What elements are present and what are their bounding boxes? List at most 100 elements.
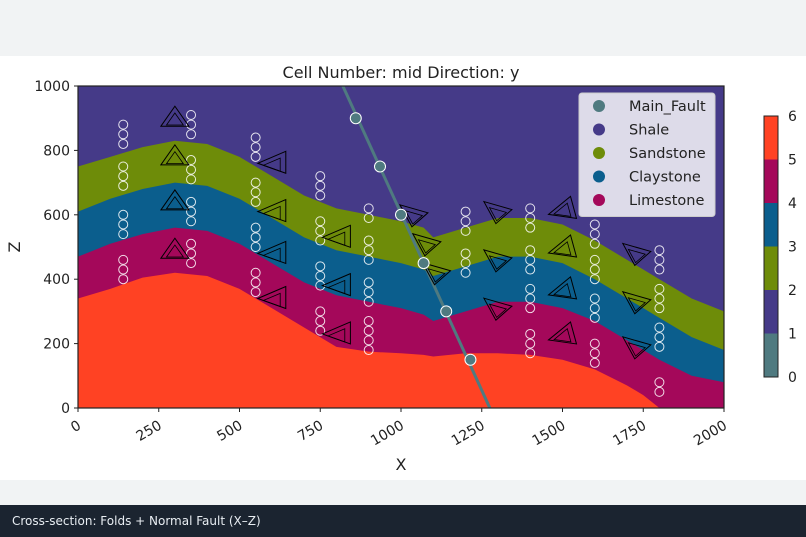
orientation-marker xyxy=(488,255,508,270)
colorbar-segment xyxy=(764,203,778,247)
surface-point xyxy=(250,142,261,153)
surface-point xyxy=(250,151,261,162)
surface-point xyxy=(589,274,600,285)
caption-text: Cross-section: Folds + Normal Fault (X–Z… xyxy=(12,514,261,528)
surface-point xyxy=(118,229,129,240)
orientation-marker xyxy=(621,242,652,267)
x-tick-label: 1250 xyxy=(449,418,488,450)
orientation-marker xyxy=(621,336,652,360)
orientation-marker xyxy=(547,234,578,258)
legend-label: Claystone xyxy=(629,170,701,186)
x-axis-label: X xyxy=(396,455,407,474)
surface-point xyxy=(250,242,261,252)
orientation-marker xyxy=(262,292,281,308)
surface-point xyxy=(525,328,536,339)
surface-point xyxy=(654,303,665,314)
orientation-marker xyxy=(553,282,572,298)
orientation-marker xyxy=(165,150,185,165)
surface-point xyxy=(118,171,129,182)
orientation-marker xyxy=(627,297,647,312)
surface-point xyxy=(186,238,197,249)
orientation-marker xyxy=(482,297,513,321)
surface-point xyxy=(654,386,665,397)
surface-point xyxy=(186,216,197,227)
surface-point xyxy=(186,164,197,175)
plot-area xyxy=(77,85,725,409)
orientation-marker xyxy=(326,328,346,343)
surface-point xyxy=(250,187,261,198)
surface-point xyxy=(589,348,600,359)
colorbar-tick-label: 6 xyxy=(788,109,797,125)
surface-point xyxy=(186,174,197,185)
orientation-marker xyxy=(482,200,513,225)
x-tick-label: 1500 xyxy=(530,418,569,450)
surface-point xyxy=(315,235,326,246)
legend-marker xyxy=(593,147,605,159)
surface-point xyxy=(250,222,261,233)
x-tick-label: 1000 xyxy=(368,418,407,450)
fault-line xyxy=(341,86,492,408)
surface-point xyxy=(315,180,326,191)
x-tick-label: 1750 xyxy=(610,418,649,450)
chart-title: Cell Number: mid Direction: y xyxy=(283,63,520,82)
colorbar-segment xyxy=(764,159,778,203)
orientation-marker xyxy=(488,303,508,319)
surface-point xyxy=(250,132,261,143)
cross-section-chart: Cell Number: mid Direction: y 0 250 500 750… xyxy=(5,63,797,474)
legend-marker xyxy=(593,194,605,206)
bottom-band xyxy=(0,480,806,505)
surface-point xyxy=(250,287,261,298)
surface-point xyxy=(363,316,374,327)
surface-point xyxy=(525,303,536,314)
fault-point xyxy=(349,112,362,125)
colorbar-tick-label: 1 xyxy=(788,327,797,343)
surface-point xyxy=(118,264,129,275)
surface-point xyxy=(363,325,374,336)
colorbar-tick-label: 4 xyxy=(788,196,797,212)
orientation-marker xyxy=(165,112,185,126)
surface-point xyxy=(315,306,326,317)
orientation-marker xyxy=(421,261,452,286)
x-tick-label: 250 xyxy=(134,418,165,445)
surface-point xyxy=(186,258,197,269)
surface-point xyxy=(525,222,536,233)
surface-point xyxy=(654,264,665,275)
surface-point xyxy=(589,264,600,275)
plot-content xyxy=(78,86,724,408)
x-tick-label: 0 xyxy=(68,418,84,436)
caption-bar: Cross-section: Folds + Normal Fault (X–Z… xyxy=(0,505,806,537)
orientation-marker xyxy=(417,239,437,254)
orientation-marker xyxy=(159,237,190,259)
orientation-marker xyxy=(262,157,281,172)
surface-point xyxy=(525,254,536,265)
surface-point xyxy=(525,293,536,304)
surface-point xyxy=(315,325,326,336)
surface-point xyxy=(589,357,600,368)
orientation-marker xyxy=(411,232,442,257)
orientation-marker xyxy=(547,195,578,219)
orientation-marker xyxy=(482,249,513,273)
y-tick-label: 1000 xyxy=(34,79,70,95)
colorbar: 0 1 2 3 4 5 6 xyxy=(763,109,797,386)
surface-point xyxy=(654,377,665,388)
legend-label: Main_Fault xyxy=(629,99,706,115)
surface-point xyxy=(186,119,197,130)
surface-point xyxy=(363,245,374,256)
surface-point xyxy=(118,180,129,191)
orientation-marker xyxy=(627,342,647,357)
surface-point xyxy=(315,270,326,281)
colorbar-frame xyxy=(763,115,779,378)
fault-point xyxy=(374,160,387,173)
surface-point xyxy=(186,248,197,259)
orientation-marker xyxy=(547,275,578,300)
x-axis: 0 250 500 750 1000 1250 1500 1750 2000 xyxy=(68,408,730,449)
surface-point xyxy=(363,287,374,298)
surface-point xyxy=(363,345,374,356)
surface-point xyxy=(315,190,326,201)
surface-point xyxy=(118,119,129,130)
surface-point xyxy=(250,267,261,278)
orientation-marker xyxy=(159,143,190,166)
surface-point xyxy=(589,338,600,349)
surface-point xyxy=(118,219,129,230)
legend-marker xyxy=(593,170,605,183)
